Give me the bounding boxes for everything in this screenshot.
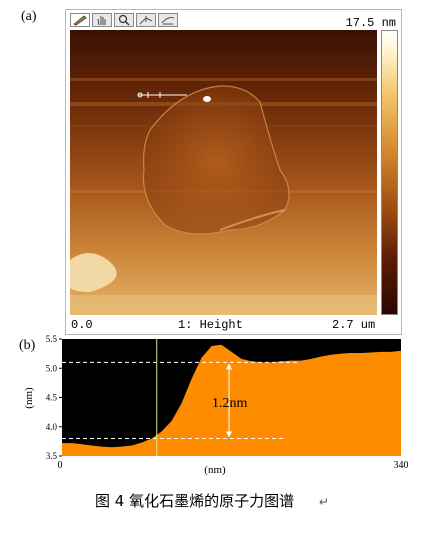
y-tick-label: 5.0 (46, 363, 58, 373)
x-tick-label-340: 340 (394, 460, 409, 471)
x-axis-label: (nm) (204, 464, 226, 476)
bright-particle (203, 96, 211, 102)
height-colorbar (381, 30, 398, 315)
flatten-icon[interactable] (158, 13, 178, 27)
panel-b-label: (b) (19, 338, 36, 353)
scale-max-label: 17.5 nm (345, 16, 396, 30)
afm-toolbar (70, 13, 178, 29)
profile-cursor[interactable] (137, 92, 187, 98)
x-tick-label-0: 0 (58, 460, 63, 471)
y-tick-label: 5.5 (46, 334, 58, 344)
zoom-icon[interactable] (114, 13, 134, 27)
y-tick-label: 4.5 (46, 393, 58, 403)
tilt-icon[interactable] (136, 13, 156, 27)
afm-viewer-window: 17.5 nm (65, 9, 402, 335)
pencil-icon[interactable] (70, 13, 90, 27)
height-profile-chart: 1.2nm 3.5 4.0 4.5 5.0 5.5 0 340 (nm) (nm) (23, 334, 409, 476)
hand-icon[interactable] (92, 13, 112, 27)
step-height-arrow (226, 363, 232, 438)
caption-text: 图 4 氧化石墨烯的原子力图谱 (95, 492, 295, 510)
step-height-label: 1.2nm (212, 396, 248, 411)
figure-caption: 图 4 氧化石墨烯的原子力图谱 ↵ (0, 490, 424, 511)
x-origin-label: 0.0 (71, 318, 93, 332)
return-mark-icon: ↵ (318, 495, 329, 509)
afm-height-image (70, 30, 377, 315)
y-axis-label: (nm) (23, 387, 35, 409)
channel-label: 1: Height (178, 318, 243, 332)
y-tick-label: 4.0 (46, 422, 58, 432)
panel-a-label: (a) (21, 9, 37, 24)
y-tick-label: 3.5 (46, 451, 58, 461)
scan-size-label: 2.7 um (332, 318, 376, 332)
flake-shape (142, 85, 290, 235)
profile-area (62, 344, 401, 456)
